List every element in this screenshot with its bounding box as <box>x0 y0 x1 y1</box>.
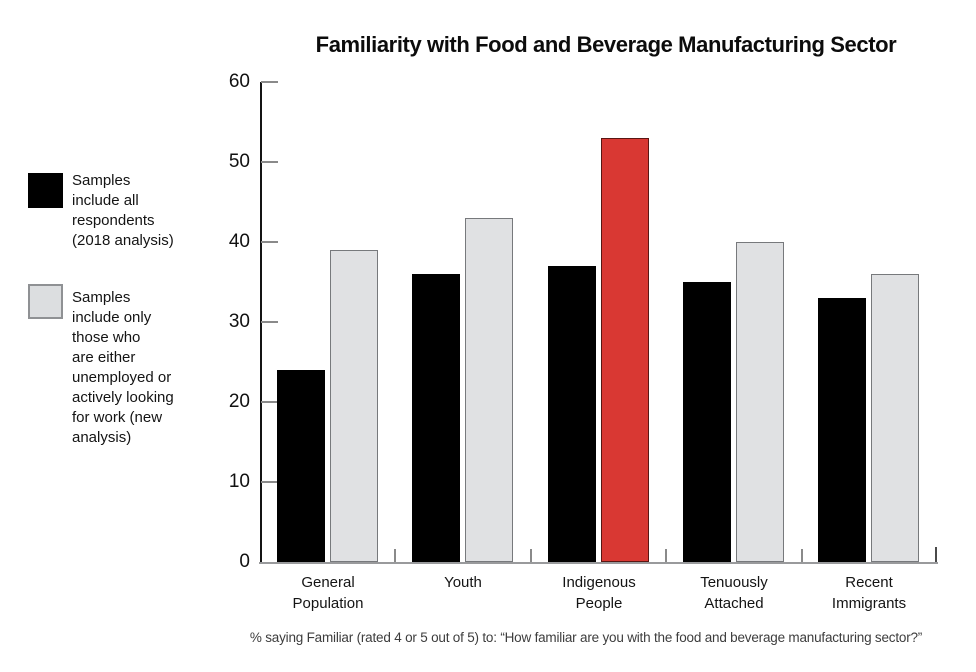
group-divider <box>665 549 667 562</box>
y-tick <box>261 161 278 163</box>
bar-all-0 <box>277 370 325 562</box>
plot-area <box>260 82 937 562</box>
y-tick <box>261 81 278 83</box>
y-tick <box>261 241 278 243</box>
y-tick <box>261 321 278 323</box>
chart-title: Familiarity with Food and Beverage Manuf… <box>315 32 897 57</box>
bar-all-2 <box>548 266 596 562</box>
bar-all-4 <box>818 298 866 562</box>
category-label: Youth <box>444 574 482 591</box>
y-tick-label: 10 <box>228 471 250 492</box>
y-tick-label: 50 <box>228 151 250 172</box>
bar-new-0 <box>330 250 378 562</box>
y-tick-label: 20 <box>228 391 250 412</box>
category-label: Tenuously Attached <box>700 574 768 612</box>
group-divider <box>530 549 532 562</box>
category-label: Indigenous People <box>562 574 636 612</box>
bar-new-1 <box>465 218 513 562</box>
bar-all-3 <box>683 282 731 562</box>
legend-label-unemployed-only: Samples include only those who are eithe… <box>72 289 174 446</box>
y-tick <box>261 481 278 483</box>
bar-new-4 <box>871 274 919 562</box>
legend-swatch-unemployed-only <box>28 284 63 319</box>
category-label: General Population <box>292 574 364 612</box>
bar-all-1 <box>412 274 460 562</box>
y-tick <box>261 401 278 403</box>
y-tick-label: 0 <box>239 551 250 572</box>
y-tick-label: 30 <box>228 311 250 332</box>
y-tick-label: 40 <box>228 231 250 252</box>
x-axis-end-tick <box>935 547 937 562</box>
group-divider <box>394 549 396 562</box>
category-label: Recent Immigrants <box>831 574 907 612</box>
group-divider <box>801 549 803 562</box>
bar-new-3 <box>736 242 784 562</box>
y-tick-label: 60 <box>228 71 250 92</box>
legend-label-all-respondents: Samples include all respondents (2018 an… <box>72 172 174 249</box>
footnote: % saying Familiar (rated 4 or 5 out of 5… <box>249 630 923 645</box>
y-axis-line <box>260 82 262 564</box>
x-axis-line <box>259 562 938 564</box>
legend-swatch-all-respondents <box>28 173 63 208</box>
bar-new-2-highlighted <box>601 138 649 562</box>
